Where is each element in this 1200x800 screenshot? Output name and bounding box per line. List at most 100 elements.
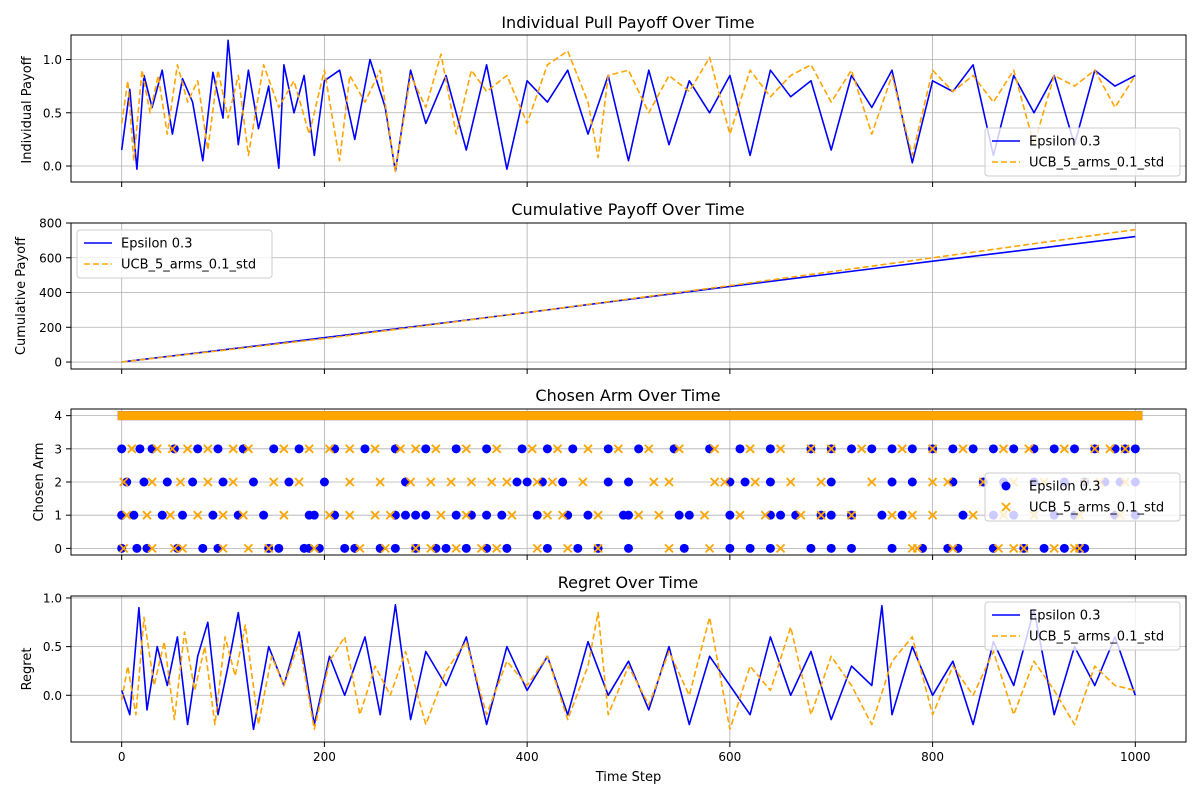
scatter-point-ucb [1024, 444, 1034, 454]
axes-frame [70, 595, 1187, 743]
scatter-point-ucb [426, 543, 436, 554]
scatter-point-ucb [147, 477, 157, 487]
scatter-point-epsilon [603, 444, 613, 454]
scatter-point-ucb [856, 444, 867, 454]
scatter-point-epsilon [451, 444, 461, 454]
scatter-point-ucb [294, 477, 304, 487]
x-tick-label: 800 [921, 750, 944, 764]
scatter-point-ucb [557, 510, 568, 520]
legend-box [984, 472, 1181, 522]
scatter-point-ucb [203, 477, 213, 487]
scatter-point-ucb [492, 444, 502, 454]
scatter-point-ucb [583, 444, 593, 454]
scatter-point-epsilon [968, 444, 978, 454]
scatter-point-ucb [750, 477, 760, 487]
scatter-point-epsilon [603, 477, 613, 487]
legend-label: UCB_5_arms_0.1_std [1029, 156, 1164, 171]
scatter-point-epsilon [218, 477, 228, 487]
scatter-point-ucb [507, 510, 517, 520]
y-axis-label: Regret [20, 648, 35, 691]
scatter-point-epsilon [907, 477, 917, 487]
scatter-point-epsilon [482, 444, 492, 454]
scatter-point-epsilon [826, 543, 836, 553]
scatter-point-ucb [907, 510, 917, 520]
scatter-point-epsilon [193, 444, 203, 454]
y-tick-label: 400 [39, 286, 62, 300]
scatter-point-epsilon [887, 444, 897, 454]
scatter-point-ucb [175, 477, 186, 487]
y-tick-label: 4 [54, 409, 62, 423]
scatter-point-epsilon [897, 510, 907, 520]
scatter-point-epsilon [309, 510, 319, 520]
scatter-point-ucb [370, 444, 380, 454]
scatter-point-epsilon [583, 510, 593, 520]
scatter-point-epsilon [958, 510, 968, 520]
series-line-epsilon [121, 235, 1136, 363]
scatter-point-ucb [887, 510, 897, 520]
plot-area: 0 200 400 600 800 1000 Time Step 0.0 0.5 1.0 Epsil… [43, 591, 1187, 785]
scatter-point-epsilon [765, 543, 775, 553]
x-tick-label: 0 [118, 750, 126, 764]
legend: Epsilon 0.3 UCB_5_arms_0.1_std [984, 601, 1181, 651]
scatter-point-ucb [167, 444, 178, 454]
plot-area: 0 1 2 3 4 Epsilon 0.3 UCB_5_arms_0.1_std [54, 408, 1187, 560]
scatter-point-ucb [710, 477, 720, 487]
scatter-point-ucb [710, 444, 720, 454]
scatter-point-epsilon [129, 510, 139, 520]
scatter-point-ucb [943, 477, 953, 487]
y-tick-label: 800 [39, 217, 62, 231]
scatter-point-ucb [395, 444, 406, 454]
scatter-point-ucb [826, 444, 836, 454]
scatter-point-epsilon [558, 477, 568, 487]
scatter-point-ucb [816, 477, 826, 487]
scatter-point-epsilon [132, 543, 142, 553]
scatter-point-ucb [324, 444, 335, 454]
scatter-point-ucb [968, 510, 978, 520]
scatter-point-epsilon [826, 477, 836, 487]
scatter-point-ucb [532, 543, 542, 554]
x-tick-label: 1000 [1120, 750, 1151, 764]
scatter-point-ucb [654, 510, 664, 520]
y-tick-label: 200 [39, 321, 62, 335]
scatter-point-epsilon [1059, 543, 1069, 553]
scatter-point-epsilon [887, 477, 897, 487]
scatter-point-epsilon [684, 510, 694, 520]
scatter-point-ucb [203, 444, 213, 454]
scatter-point-ucb [644, 444, 654, 454]
data-layer [120, 603, 1137, 731]
scatter-point-epsilon [213, 444, 223, 454]
scatter-point-epsilon [542, 543, 552, 553]
scatter-point-ucb [775, 543, 786, 554]
scatter-point-ucb [152, 444, 162, 454]
scatter-point-ucb [958, 444, 968, 454]
scatter-point-ucb [370, 510, 380, 520]
scatter-point-epsilon [907, 444, 917, 454]
y-axis-label: Cumulative Payoff [14, 236, 29, 355]
scatter-point-ucb [806, 444, 816, 454]
scatter-point-ucb [927, 477, 938, 487]
scatter-point-ucb [461, 444, 471, 454]
scatter-point-ucb [552, 444, 563, 454]
scatter-point-epsilon [847, 543, 856, 553]
scatter-point-epsilon [765, 477, 775, 487]
scatter-point-epsilon [421, 510, 431, 520]
scatter-point-epsilon [765, 444, 775, 454]
x-tick-label: 200 [313, 750, 336, 764]
series-line-ucb [121, 228, 1136, 363]
scatter-point-ucb [182, 444, 193, 454]
scatter-point-epsilon [248, 477, 258, 487]
y-axis-label: Chosen Arm [32, 442, 47, 521]
scatter-point-epsilon [573, 543, 583, 553]
scatter-point-ucb [867, 477, 877, 487]
scatter-point-epsilon [117, 543, 127, 553]
scatter-point-epsilon [421, 444, 431, 454]
y-tick-label: 1.0 [43, 53, 62, 67]
scatter-point-epsilon [188, 477, 198, 487]
scatter-point-epsilon [274, 543, 284, 553]
scatter-point-ucb [228, 477, 238, 487]
legend-label: UCB_5_arms_0.1_std [1029, 501, 1164, 516]
scatter-point-ucb [169, 543, 180, 554]
x-tick-label: 400 [516, 750, 539, 764]
plot-area: 0.0 0.5 1.0 Epsilon 0.3 UCB_5_arms_0.1_std [43, 34, 1187, 187]
scatter-point-epsilon [532, 510, 542, 520]
